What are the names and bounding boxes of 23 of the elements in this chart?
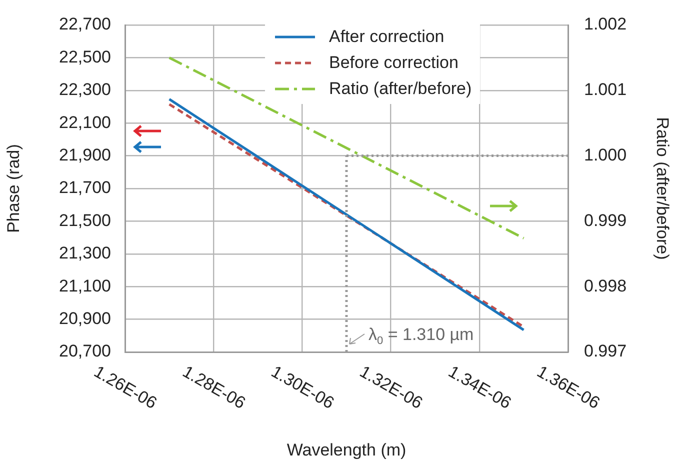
y-tick-label: 22,300 [59,80,111,100]
y2-tick-label: 0.997 [584,342,627,361]
y-tick-label: 21,100 [59,276,111,296]
y-tick-label: 22,100 [59,112,111,132]
y2-axis-title: Ratio (after/before) [653,117,672,260]
legend-label: After correction [329,27,444,47]
y-tick-label: 21,700 [59,178,111,198]
y2-tick-label: 1.001 [584,80,627,100]
y-tick-label: 20,900 [59,308,111,328]
legend-label: Ratio (after/before) [329,79,472,99]
y-tick-label: 22,700 [59,14,111,34]
y2-tick-label: 1.000 [584,145,627,164]
y-tick-label: 20,700 [59,342,111,361]
y2-tick-label: 0.998 [584,276,627,296]
x-axis-title: Wavelength (m) [286,440,406,460]
y-tick-label: 22,500 [59,47,111,66]
y2-tick-label: 1.002 [584,14,627,34]
y-tick-label: 21,500 [59,210,111,230]
legend-label: Before correction [329,53,458,73]
y-axis-title: Phase (rad) [4,144,23,233]
y-tick-label: 21,300 [59,244,111,263]
y2-tick-label: 0.999 [584,210,627,230]
y-tick-label: 21,900 [59,145,111,164]
